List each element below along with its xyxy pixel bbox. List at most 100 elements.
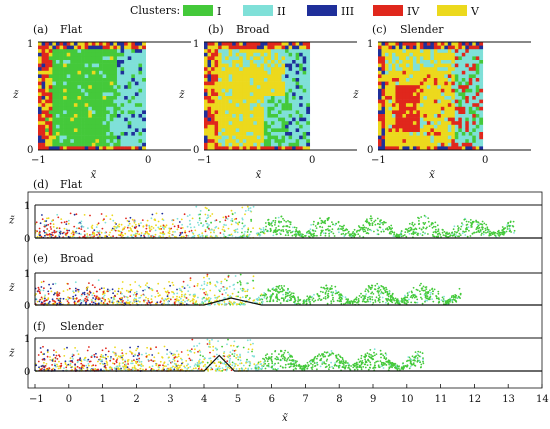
heatmap-cell xyxy=(77,146,82,151)
panel-c-title: Slender xyxy=(400,23,444,36)
heatmap-cell xyxy=(426,110,431,115)
particle xyxy=(182,280,185,283)
heatmap-cell xyxy=(260,88,265,93)
heatmap-cell xyxy=(41,110,46,115)
heatmap-cell xyxy=(479,56,484,61)
heatmap-cell xyxy=(204,60,208,64)
heatmap-cell xyxy=(59,135,64,140)
heatmap-cell xyxy=(274,121,279,126)
heatmap-cell xyxy=(437,52,442,57)
heatmap-cell xyxy=(391,96,396,100)
particle xyxy=(475,219,477,222)
heatmap-cell xyxy=(95,88,100,93)
heatmap-cell xyxy=(124,106,129,111)
heatmap-cell xyxy=(295,139,300,144)
heatmap-cell xyxy=(423,63,428,68)
heatmap-cell xyxy=(461,52,466,57)
heatmap-cell xyxy=(479,70,484,75)
heatmap-cell xyxy=(102,139,107,144)
particle xyxy=(58,234,60,237)
particle xyxy=(249,297,251,299)
heatmap-cell xyxy=(228,117,233,122)
heatmap-cell xyxy=(285,146,289,151)
particle xyxy=(420,228,423,231)
heatmap-cell xyxy=(378,146,382,151)
heatmap-cell xyxy=(221,67,226,72)
heatmap-cell xyxy=(214,142,219,147)
heatmap-cell xyxy=(468,74,473,79)
particle xyxy=(373,230,375,233)
particle xyxy=(219,232,222,234)
heatmap-cell xyxy=(270,99,275,104)
heatmap-cell xyxy=(218,117,222,122)
particle xyxy=(330,291,333,293)
heatmap-cell xyxy=(472,106,477,111)
heatmap-cell xyxy=(398,88,403,93)
heatmap-cell xyxy=(204,135,208,140)
heatmap-cell xyxy=(458,128,463,133)
particle xyxy=(352,231,355,233)
particle xyxy=(366,220,369,223)
heatmap-cell xyxy=(116,74,121,79)
heatmap-cell xyxy=(454,114,459,118)
heatmap-cell xyxy=(256,52,261,57)
heatmap-cell xyxy=(211,139,215,144)
particle xyxy=(201,235,204,238)
heatmap-cell xyxy=(299,49,303,54)
heatmap-cell xyxy=(113,106,118,111)
heatmap-cell xyxy=(381,99,386,104)
heatmap-cell xyxy=(281,70,286,75)
heatmap-cell xyxy=(91,96,96,100)
heatmap-cell xyxy=(142,121,146,126)
heatmap-cell xyxy=(113,132,118,136)
heatmap-cell xyxy=(405,78,410,82)
particle xyxy=(252,205,255,208)
heatmap-cell xyxy=(73,49,78,54)
heatmap-cell xyxy=(249,114,254,118)
heatmap-cell xyxy=(423,81,428,86)
heatmap-cell xyxy=(256,128,261,133)
heatmap-cell xyxy=(430,63,435,68)
particle xyxy=(258,233,260,235)
heatmap-cell xyxy=(109,139,114,144)
heatmap-cell xyxy=(221,96,226,100)
heatmap-cell xyxy=(278,146,282,151)
particle xyxy=(65,234,68,237)
heatmap-cell xyxy=(461,135,466,140)
heatmap-cell xyxy=(138,139,143,144)
heatmap-cell xyxy=(454,117,459,122)
heatmap-cell xyxy=(113,103,118,108)
heatmap-cell xyxy=(426,92,431,97)
heatmap-cell xyxy=(45,85,50,90)
heatmap-cell xyxy=(63,99,68,104)
particle xyxy=(161,212,164,215)
heatmap-cell xyxy=(242,52,247,57)
heatmap-cell xyxy=(378,110,382,115)
particle xyxy=(96,230,99,233)
heatmap-cell xyxy=(70,142,75,147)
heatmap-cell xyxy=(207,92,212,97)
heatmap-cell xyxy=(402,56,407,61)
heatmap-cell xyxy=(249,121,254,126)
heatmap-cell xyxy=(458,135,463,140)
heatmap-cell xyxy=(419,114,424,118)
particle xyxy=(213,303,216,306)
heatmap-cell xyxy=(41,135,46,140)
particle xyxy=(67,235,70,238)
heatmap-cell xyxy=(306,135,311,140)
particle xyxy=(112,297,115,300)
particle xyxy=(173,225,176,228)
heatmap-cell xyxy=(131,56,136,61)
particle xyxy=(378,290,380,293)
heatmap-cell xyxy=(88,106,93,111)
heatmap-cell xyxy=(444,74,449,79)
particle xyxy=(115,227,118,230)
heatmap-cell xyxy=(419,142,424,147)
heatmap-cell xyxy=(225,142,229,147)
heatmap-cell xyxy=(465,67,470,72)
heatmap-cell xyxy=(127,70,132,75)
particle xyxy=(230,209,233,212)
heatmap-cell xyxy=(214,96,219,100)
heatmap-cell xyxy=(416,103,421,108)
particle xyxy=(368,287,370,289)
